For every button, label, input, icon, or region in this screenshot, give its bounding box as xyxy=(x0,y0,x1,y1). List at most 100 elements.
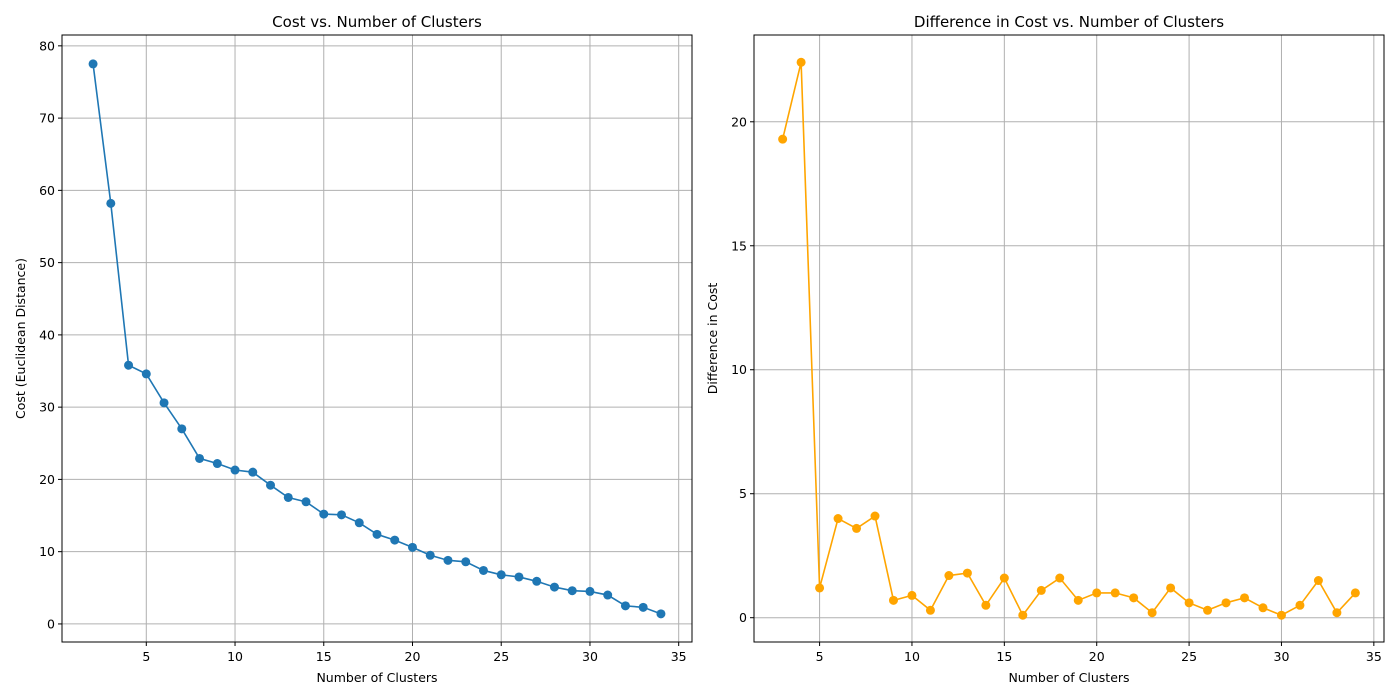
cost-chart-ytick-label: 50 xyxy=(39,255,55,270)
cost-chart-ytick-label: 30 xyxy=(39,400,55,415)
cost-chart-data-point xyxy=(585,586,595,596)
difference-chart-data-point xyxy=(907,590,917,600)
cost-chart-data-point xyxy=(443,555,453,565)
cost-chart-data-point xyxy=(354,518,364,528)
difference-chart-data-point xyxy=(1221,598,1231,608)
cost-chart-xtick-label: 30 xyxy=(582,649,598,664)
cost-chart-data-point xyxy=(177,424,187,434)
difference-chart-data-point xyxy=(1018,610,1028,620)
difference-chart-data-point xyxy=(1110,588,1120,598)
difference-chart-data-point xyxy=(1036,585,1046,595)
cost-chart-ytick-label: 20 xyxy=(39,472,55,487)
cost-chart: Cost vs. Number of Clusters Number of Cl… xyxy=(13,13,693,685)
cost-chart-data-point xyxy=(88,59,98,69)
cost-chart-ytick-label: 60 xyxy=(39,183,55,198)
difference-chart-data-point xyxy=(852,523,862,533)
cost-chart-data-point xyxy=(248,467,258,477)
difference-chart-data-point xyxy=(1147,608,1157,618)
cost-chart-data-point xyxy=(549,582,559,592)
cost-chart-ylabel: Cost (Euclidean Distance) xyxy=(13,258,28,419)
difference-chart-data-point xyxy=(1129,593,1139,603)
difference-chart-xtick-label: 30 xyxy=(1274,649,1290,664)
difference-chart-data-point xyxy=(1184,598,1194,608)
cost-chart-data-point xyxy=(106,198,116,208)
cost-chart-title: Cost vs. Number of Clusters xyxy=(272,13,482,31)
cost-chart-data-point xyxy=(603,590,613,600)
difference-chart-xtick-label: 20 xyxy=(1089,649,1105,664)
cost-chart-xtick-label: 35 xyxy=(671,649,687,664)
cost-chart-data-point xyxy=(656,609,666,619)
cost-chart-frame xyxy=(61,34,693,643)
difference-chart-ytick-label: 0 xyxy=(739,610,747,625)
difference-chart-data-point xyxy=(1073,595,1083,605)
difference-chart-data-point xyxy=(925,605,935,615)
difference-chart-data-point xyxy=(888,595,898,605)
difference-chart-data-point xyxy=(778,134,788,144)
cost-chart-data-point xyxy=(638,602,648,612)
cost-chart-data-point xyxy=(567,586,577,596)
difference-chart-frame xyxy=(753,34,1385,643)
cost-chart-data-point xyxy=(461,557,471,567)
difference-chart-data-point xyxy=(1166,583,1176,593)
cost-chart-data-point xyxy=(230,465,240,475)
difference-chart-ticks: 5 10 15 20 25 30 35 0 5 10 15 20 xyxy=(731,114,1382,664)
difference-chart-ylabel: Difference in Cost xyxy=(705,283,720,395)
cost-chart-data-point xyxy=(514,572,524,582)
difference-chart-data-point xyxy=(962,568,972,578)
difference-chart-data-point xyxy=(981,600,991,610)
difference-chart-data-point xyxy=(815,583,825,593)
difference-chart-data-point xyxy=(999,573,1009,583)
difference-chart-xtick-label: 5 xyxy=(816,649,824,664)
cost-chart-grid xyxy=(62,35,692,642)
cost-chart-data-point xyxy=(159,398,169,408)
cost-chart-ytick-label: 80 xyxy=(39,38,55,53)
cost-chart-xtick-label: 20 xyxy=(405,649,421,664)
difference-chart-data-point xyxy=(796,57,806,67)
cost-chart-ytick-label: 0 xyxy=(47,616,55,631)
difference-chart-data-point xyxy=(870,511,880,521)
difference-chart-data-point xyxy=(1350,588,1360,598)
cost-chart-data-point xyxy=(372,529,382,539)
difference-chart-series xyxy=(778,57,1360,620)
difference-chart-data-point xyxy=(1258,603,1268,613)
difference-chart-data-point xyxy=(1295,600,1305,610)
cost-chart-ytick-label: 70 xyxy=(39,111,55,126)
difference-chart-xtick-label: 15 xyxy=(996,649,1012,664)
cost-chart-data-point xyxy=(390,535,400,545)
difference-chart-data-point xyxy=(1240,593,1250,603)
cost-chart-xlabel: Number of Clusters xyxy=(316,670,437,685)
cost-chart-data-point xyxy=(141,369,151,379)
cost-chart-xtick-label: 10 xyxy=(227,649,243,664)
cost-chart-data-point xyxy=(124,360,134,370)
difference-chart-ytick-label: 15 xyxy=(731,238,747,253)
difference-chart-data-point xyxy=(1276,610,1286,620)
difference-chart-title: Difference in Cost vs. Number of Cluster… xyxy=(914,13,1224,31)
cost-chart-data-point xyxy=(212,459,222,469)
difference-chart-grid xyxy=(754,35,1384,642)
difference-chart-series-line xyxy=(781,62,1356,617)
cost-chart-data-point xyxy=(496,570,506,580)
cost-chart-data-point xyxy=(301,497,311,507)
difference-chart-xtick-label: 25 xyxy=(1181,649,1197,664)
cost-chart-data-point xyxy=(319,509,329,519)
difference-chart-data-point xyxy=(833,514,843,524)
cost-chart-xtick-label: 15 xyxy=(316,649,332,664)
difference-chart-data-point xyxy=(1092,588,1102,598)
difference-chart-data-point xyxy=(1332,608,1342,618)
difference-chart-ytick-label: 10 xyxy=(731,362,747,377)
difference-chart-data-point xyxy=(1313,576,1323,586)
difference-chart: Difference in Cost vs. Number of Cluster… xyxy=(705,13,1385,685)
cost-chart-series xyxy=(88,59,666,619)
difference-chart-xlabel: Number of Clusters xyxy=(1008,670,1129,685)
cost-chart-data-point xyxy=(425,550,435,560)
difference-chart-ytick-label: 5 xyxy=(739,486,747,501)
cost-chart-data-point xyxy=(283,492,293,502)
cost-chart-data-point xyxy=(532,576,542,586)
cost-chart-ticks: 5 10 15 20 25 30 35 0 10 20 30 40 50 60 70 80 xyxy=(39,38,687,664)
cost-chart-xtick-label: 5 xyxy=(142,649,150,664)
cost-chart-data-point xyxy=(195,453,205,463)
cost-chart-data-point xyxy=(407,542,417,552)
cost-chart-data-point xyxy=(337,510,347,520)
difference-chart-xtick-label: 10 xyxy=(904,649,920,664)
